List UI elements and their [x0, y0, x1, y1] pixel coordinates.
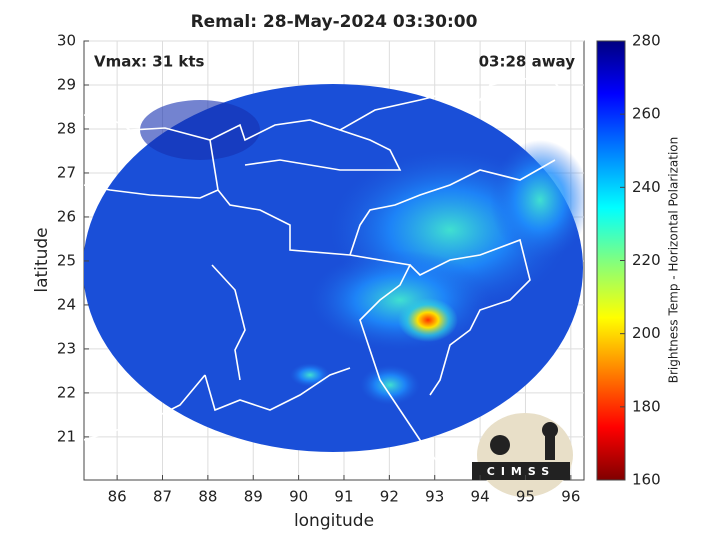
coastline — [84, 74, 566, 466]
colorbar-tick-label: 280 — [632, 32, 661, 50]
x-tick-label: 96 — [561, 488, 580, 506]
x-tick-label: 87 — [153, 488, 172, 506]
y-tick-label: 23 — [57, 339, 76, 357]
x-tick-label: 95 — [516, 488, 535, 506]
x-tick-label: 94 — [471, 488, 490, 506]
x-tick-label: 88 — [198, 488, 217, 506]
colorbar-tick-label: 260 — [632, 105, 661, 123]
logo-text: CIMSS — [487, 465, 555, 478]
y-tick-label: 25 — [57, 251, 76, 269]
chart-title: Remal: 28-May-2024 03:30:00 — [191, 12, 478, 32]
logo: CIMSS — [472, 413, 573, 497]
y-tick-label: 22 — [57, 383, 76, 401]
y-tick-label: 27 — [57, 163, 76, 181]
colorbar-tick-label: 200 — [632, 324, 661, 342]
y-tick-label: 24 — [57, 295, 76, 313]
y-tick-label: 29 — [57, 75, 76, 93]
x-tick-label: 93 — [425, 488, 444, 506]
annotation: 03:28 away — [479, 53, 576, 71]
colorbar-tick-label: 160 — [632, 471, 661, 489]
colorbar-tick-label: 240 — [632, 178, 661, 196]
annotation: Vmax: 31 kts — [94, 53, 204, 71]
x-tick-label: 92 — [380, 488, 399, 506]
x-tick-label: 91 — [334, 488, 353, 506]
y-tick-label: 28 — [57, 119, 76, 137]
colorbar-tick-label: 220 — [632, 251, 661, 269]
x-tick-label: 86 — [108, 488, 127, 506]
y-tick-label: 30 — [57, 32, 76, 50]
x-tick-label: 90 — [289, 488, 308, 506]
y-tick-label: 21 — [57, 427, 76, 445]
y-tick-label: 26 — [57, 207, 76, 225]
y-axis-label: latitude — [32, 227, 52, 292]
colorbar-tick-label: 180 — [632, 397, 661, 415]
swath — [84, 74, 584, 466]
x-axis-label: longitude — [294, 511, 374, 531]
x-tick-label: 89 — [244, 488, 263, 506]
colorbar-label: Brightness Temp - Horizontal Polarizatio… — [667, 137, 681, 384]
